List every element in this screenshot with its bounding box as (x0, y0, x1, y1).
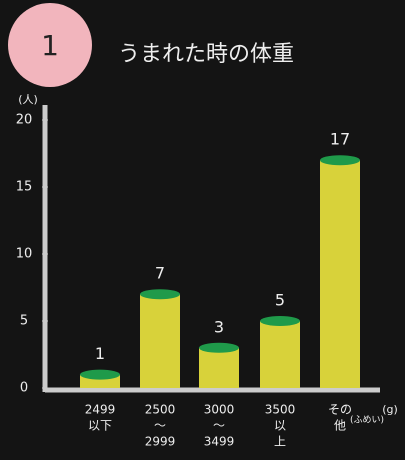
value-label: 7 (155, 264, 165, 283)
y-unit: (人) (18, 93, 38, 106)
value-label: 5 (275, 291, 285, 310)
y-tick-label: 10 (16, 247, 33, 262)
y-tick-label: 5 (20, 314, 28, 329)
x-tick-label: 2999 (145, 435, 176, 449)
x-unit: (g) (382, 403, 398, 416)
bar (199, 347, 239, 388)
badge-circle (8, 3, 92, 87)
x-tick-label: 2499 (85, 403, 116, 417)
y-tick-label: 0 (20, 381, 28, 396)
x-tick-label: 他 (334, 419, 346, 433)
x-tick-label: 上 (274, 435, 286, 449)
bar-top (140, 289, 180, 300)
chart-title: うまれた時の体重 (118, 42, 294, 67)
category-note: (ふめい) (350, 415, 384, 426)
bar-top (80, 369, 120, 380)
badge: 1 (41, 29, 59, 62)
x-tick-label: 〜 (213, 419, 225, 433)
value-label: 3 (214, 317, 224, 336)
bar (260, 321, 300, 388)
bar-top (199, 342, 239, 353)
x-tick-label: 3500 (265, 403, 296, 417)
x-tick-label: 以 (274, 419, 286, 433)
y-tick-label: 15 (16, 180, 33, 195)
x-tick-label: 以下 (88, 419, 112, 433)
x-tick-label: 3000 (204, 403, 235, 417)
value-label: 17 (330, 130, 350, 149)
x-tick-label: 2500 (145, 403, 176, 417)
x-tick-label: その (328, 403, 352, 417)
x-tick-label: 〜 (154, 419, 166, 433)
bar (140, 294, 180, 388)
bar-top (260, 316, 300, 326)
bar (320, 160, 360, 388)
bar-top (320, 155, 360, 166)
y-tick-label: 20 (16, 113, 33, 128)
x-tick-label: 3499 (204, 435, 235, 449)
value-label: 1 (95, 344, 105, 363)
